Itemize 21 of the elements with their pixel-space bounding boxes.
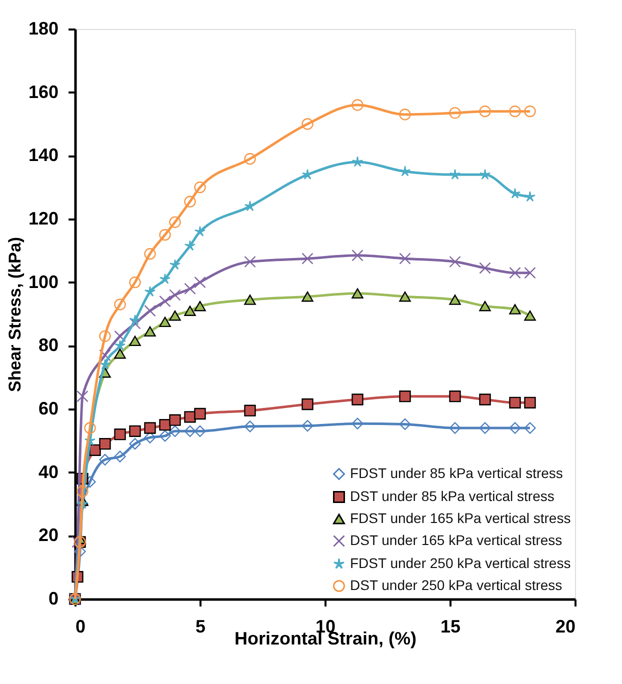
x-tick-label: 15 [440, 616, 461, 636]
y-axis-title: Shear Stress, (kPa) [5, 237, 24, 392]
y-tick-label: 20 [38, 525, 58, 546]
legend-label: FDST under 250 kPa vertical stress [350, 555, 571, 571]
legend-label: DST under 85 kPa vertical stress [350, 488, 554, 504]
y-tick-label: 80 [38, 335, 58, 356]
y-tick-label: 140 [28, 145, 58, 166]
legend-label: FDST under 85 kPa vertical stress [350, 465, 563, 481]
y-tick-label: 100 [28, 272, 58, 292]
y-tick-label: 40 [38, 462, 58, 482]
legend-label: DST under 250 kPa vertical stress [350, 577, 562, 593]
y-tick-label: 180 [28, 18, 58, 38]
x-tick-label: 0 [76, 616, 86, 636]
x-tick-label: 20 [555, 616, 576, 636]
x-tick-label: 5 [195, 616, 206, 636]
y-tick-label: 120 [28, 208, 58, 228]
y-tick-label: 0 [48, 588, 58, 608]
y-tick-label: 60 [38, 398, 58, 418]
legend-label: FDST under 165 kPa vertical stress [350, 510, 571, 526]
legend-label: DST under 165 kPa vertical stress [350, 532, 562, 548]
y-tick-label: 160 [28, 82, 58, 102]
